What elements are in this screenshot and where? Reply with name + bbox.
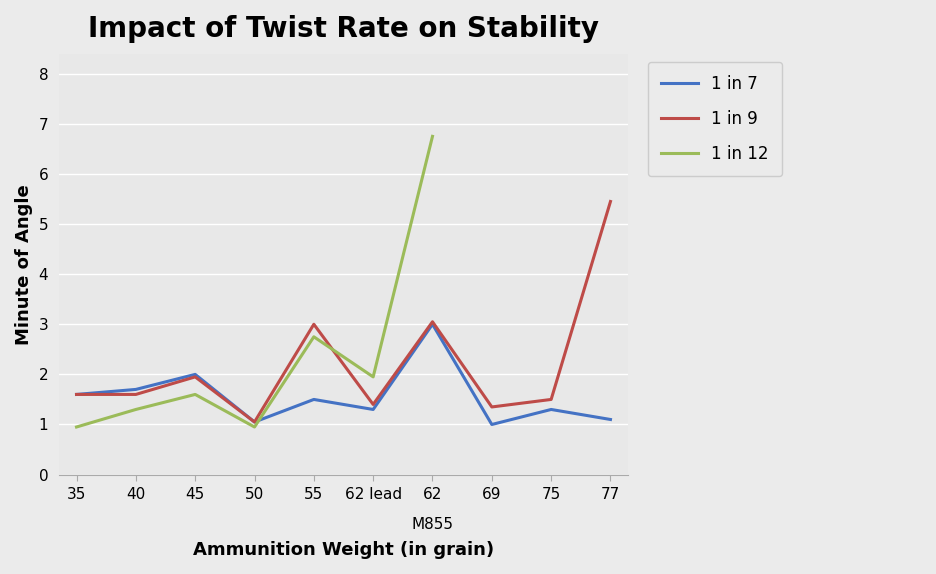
1 in 12 (368, 374, 379, 381)
1 in 9 (486, 404, 497, 410)
Line: 1 in 12: 1 in 12 (77, 137, 432, 427)
1 in 7 (130, 386, 141, 393)
Title: Impact of Twist Rate on Stability: Impact of Twist Rate on Stability (88, 15, 599, 43)
1 in 12 (130, 406, 141, 413)
1 in 9 (427, 319, 438, 325)
1 in 9 (368, 401, 379, 408)
1 in 12 (427, 133, 438, 140)
1 in 12 (308, 333, 319, 340)
1 in 7 (71, 391, 82, 398)
1 in 7 (605, 416, 616, 423)
1 in 9 (130, 391, 141, 398)
X-axis label: Ammunition Weight (in grain): Ammunition Weight (in grain) (193, 541, 494, 559)
1 in 9 (605, 198, 616, 205)
1 in 7 (427, 321, 438, 328)
1 in 12 (249, 424, 260, 430)
Y-axis label: Minute of Angle: Minute of Angle (15, 184, 33, 344)
1 in 7 (546, 406, 557, 413)
1 in 9 (308, 321, 319, 328)
1 in 9 (546, 396, 557, 403)
1 in 7 (486, 421, 497, 428)
1 in 9 (71, 391, 82, 398)
1 in 7 (368, 406, 379, 413)
1 in 7 (190, 371, 201, 378)
1 in 12 (190, 391, 201, 398)
1 in 7 (249, 418, 260, 425)
1 in 9 (249, 418, 260, 425)
Legend: 1 in 7, 1 in 9, 1 in 12: 1 in 7, 1 in 9, 1 in 12 (648, 62, 782, 176)
Text: M855: M855 (412, 517, 453, 532)
1 in 9 (190, 374, 201, 381)
1 in 7 (308, 396, 319, 403)
1 in 12 (71, 424, 82, 430)
Line: 1 in 7: 1 in 7 (77, 324, 610, 425)
Line: 1 in 9: 1 in 9 (77, 201, 610, 422)
